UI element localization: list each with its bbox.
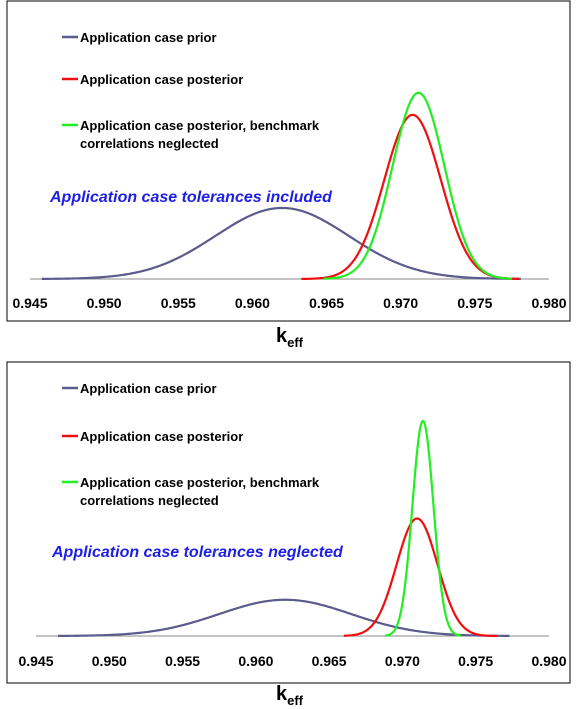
x-tick-label: 0.965 [309,295,344,311]
legend: Application case prior Application case … [62,30,323,151]
chart-panel-top: 0.945 0.950 0.955 0.960 0.965 0.970 0.975 0.980… [6,0,571,350]
x-tick-label: 0.955 [161,295,196,311]
legend-label-line-2: correlations neglected [80,493,219,508]
x-tick-label: 0.955 [165,653,200,669]
x-axis-label-subscript: eff [287,693,304,708]
annotation: Application case tolerances included [49,189,333,206]
x-tick-label: 0.975 [457,295,492,311]
x-tick-label: 0.960 [238,653,273,669]
series-group [41,91,521,281]
x-axis-label: keff [276,683,304,708]
annotation: Application case tolerances neglected [51,544,344,561]
x-axis-label-main: k [276,325,288,347]
x-ticks: 0.945 0.950 0.955 0.960 0.965 0.970 0.975 0.980 [12,295,566,311]
x-axis-label-main: k [276,683,288,705]
x-axis-label: keff [276,325,304,350]
x-tick-label: 0.975 [458,653,493,669]
x-tick-label: 0.960 [235,295,270,311]
legend-label-posterior-no-corr: Application case posterior, benchmark co… [80,475,323,508]
legend-label-posterior: Application case posterior [80,429,243,444]
x-tick-label: 0.950 [87,295,122,311]
series-line-prior [41,206,521,280]
legend: Application case prior Application case … [62,381,323,508]
x-tick-label: 0.980 [531,653,566,669]
legend-label-prior: Application case prior [80,30,217,45]
series-line-posterior [343,517,498,638]
x-ticks: 0.945 0.950 0.955 0.960 0.965 0.970 0.975 0.980 [18,653,566,669]
legend-label-line-1: Application case posterior, benchmark [80,475,320,490]
series-group [57,419,510,638]
legend-label-line-1: Application case posterior, benchmark [80,118,320,133]
series-line-posterior-no-corr [323,91,512,280]
x-tick-label: 0.950 [92,653,127,669]
legend-label-line-2: correlations neglected [80,136,219,151]
chart-frame [6,361,571,684]
x-tick-label: 0.980 [531,295,566,311]
legend-label-posterior: Application case posterior [80,72,243,87]
x-tick-label: 0.945 [18,653,53,669]
legend-label-prior: Application case prior [80,381,217,396]
chart-panel-bottom: 0.945 0.950 0.955 0.960 0.965 0.970 0.975 0.980… [6,361,571,708]
series-line-posterior-no-corr [384,419,462,637]
series-line-prior [57,598,510,637]
x-tick-label: 0.965 [312,653,347,669]
legend-label-posterior-no-corr: Application case posterior, benchmark co… [80,118,323,151]
x-axis-label-subscript: eff [287,335,304,350]
x-tick-label: 0.970 [383,295,418,311]
x-tick-label: 0.970 [385,653,420,669]
x-tick-label: 0.945 [12,295,47,311]
